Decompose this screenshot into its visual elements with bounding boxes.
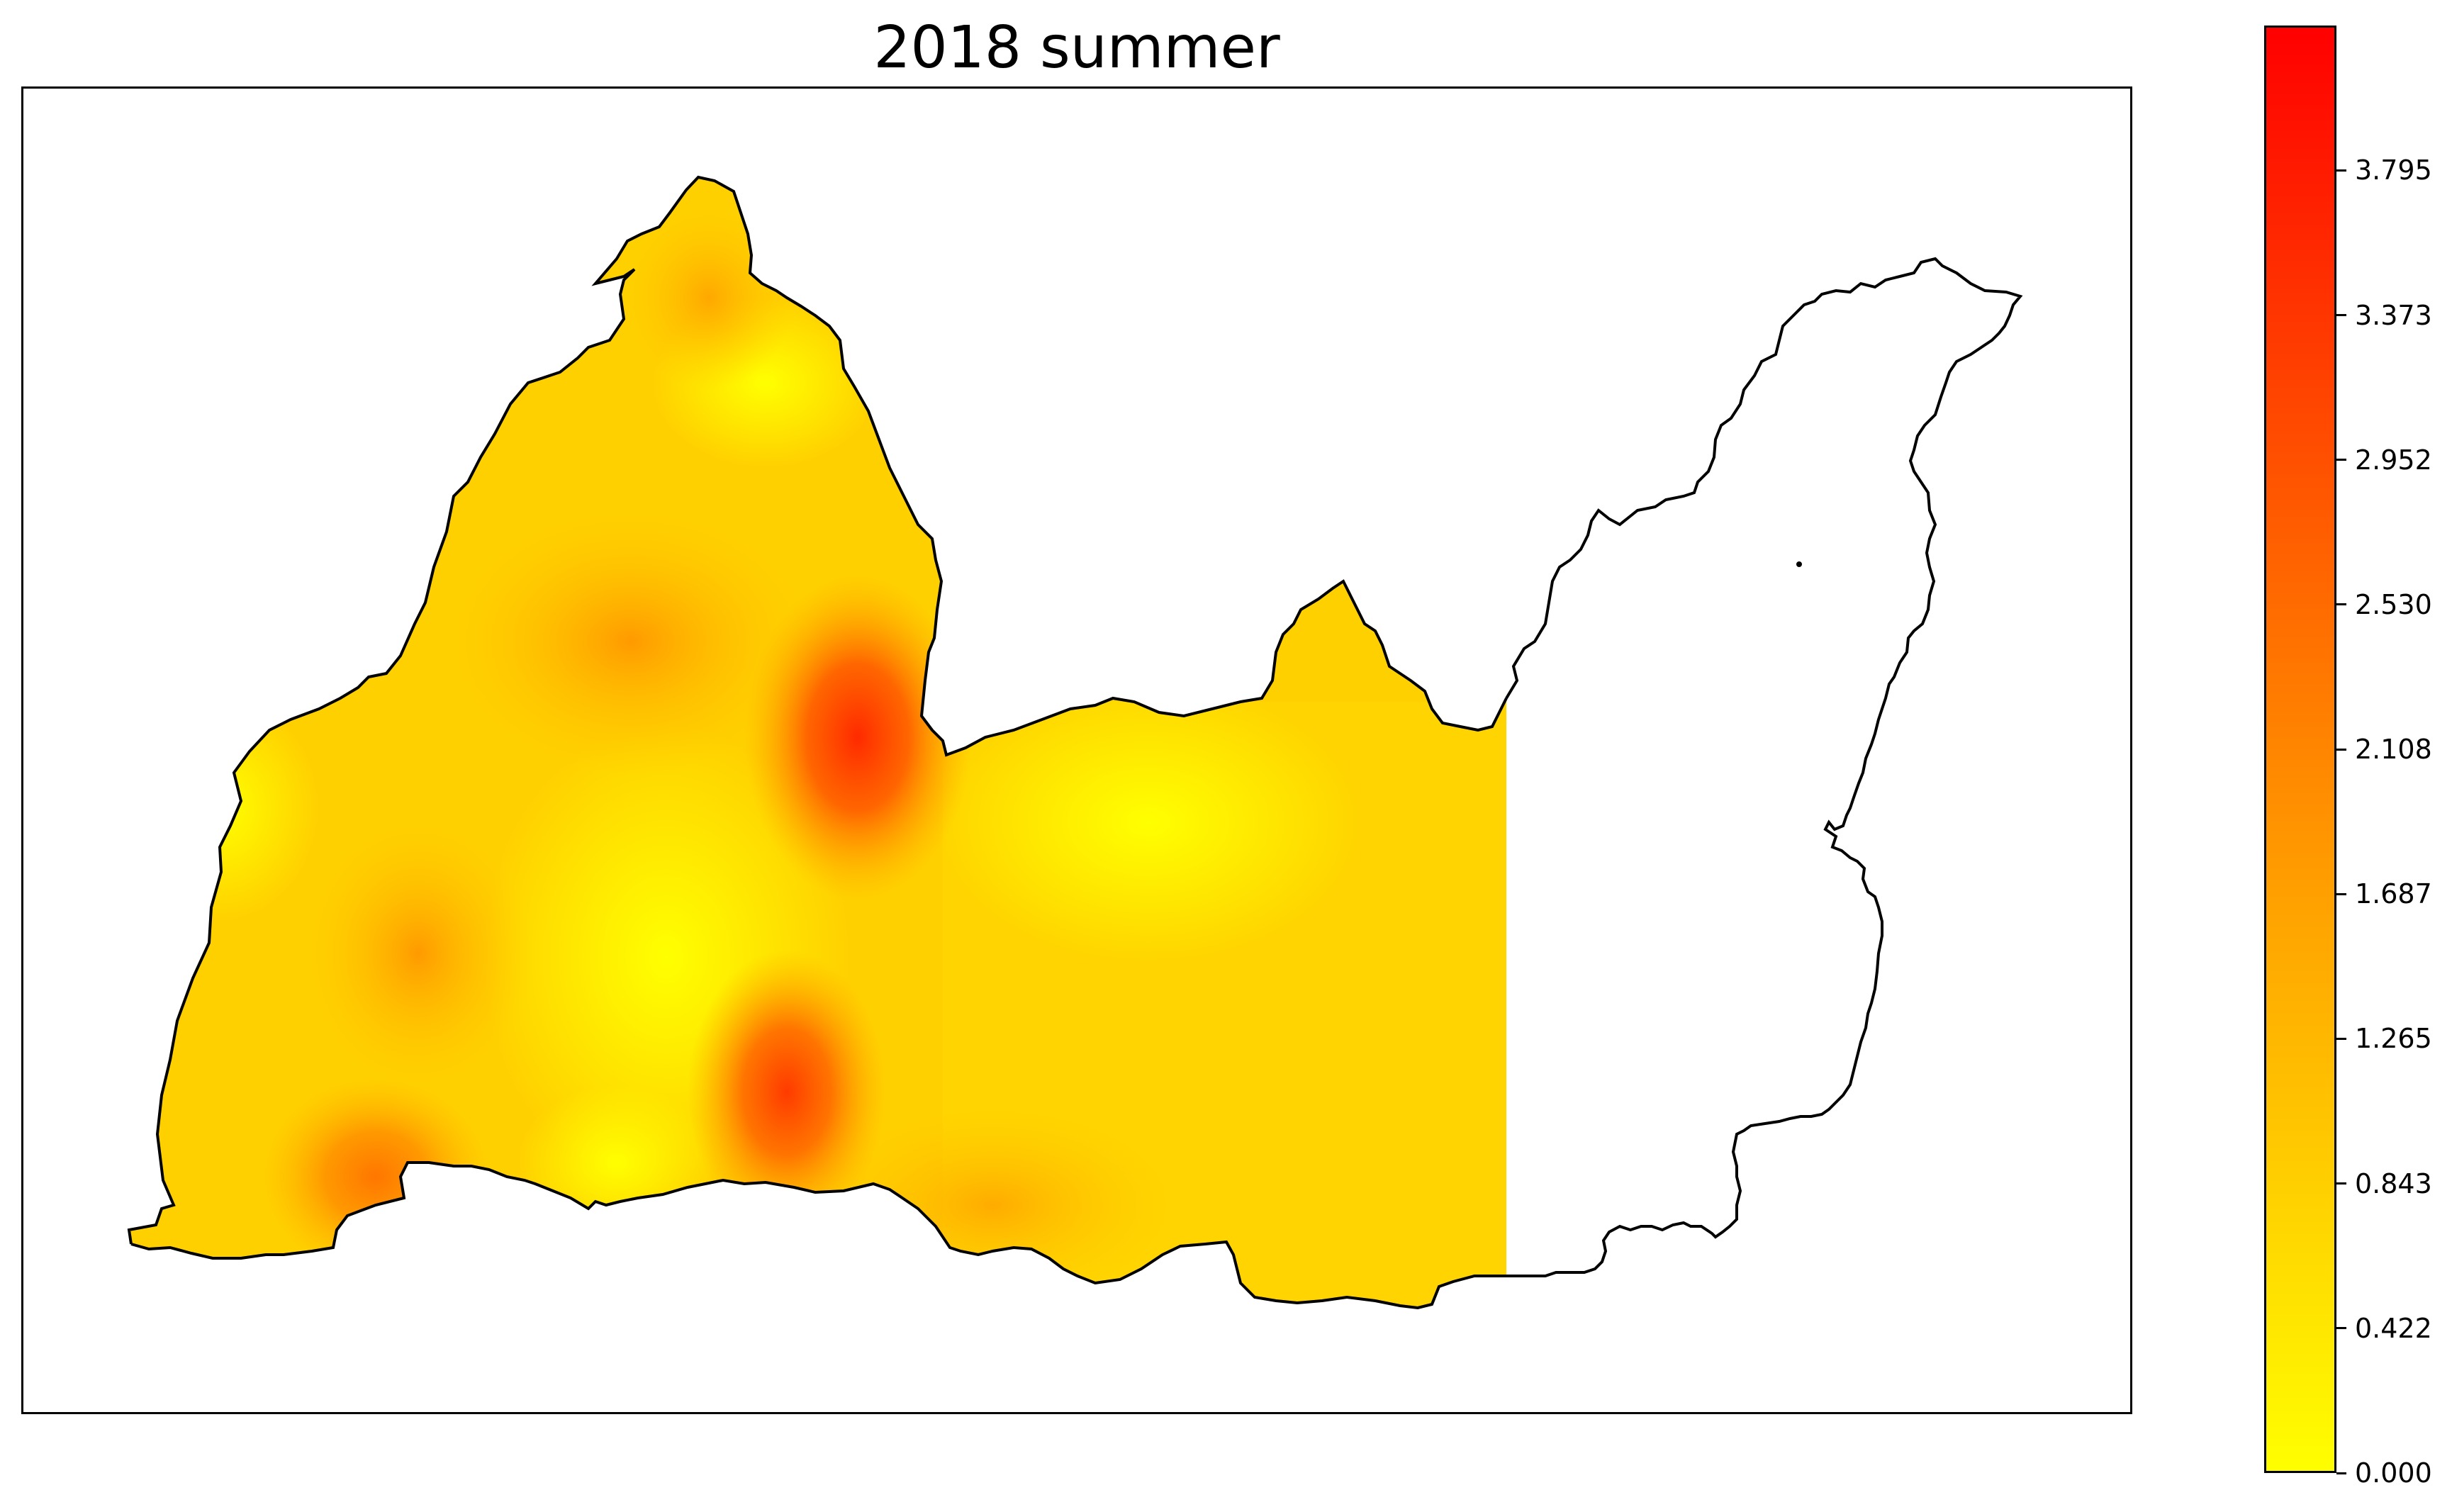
map-frame: [21, 86, 2132, 1414]
colorbar-tick: [2336, 1472, 2346, 1474]
colorbar-tick: [2336, 748, 2346, 751]
colorbar-gradient: [2264, 26, 2336, 1473]
island-dot: [1796, 561, 1802, 567]
south-boundary: [130, 1161, 1506, 1310]
colorbar-tick: [2336, 1182, 2346, 1185]
colorbar-tick: [2336, 169, 2346, 172]
colorbar-tick-label: 3.795: [2355, 155, 2432, 186]
colorbar-tick-label: 0.422: [2355, 1312, 2432, 1344]
west-region-boundary: [127, 175, 1508, 1245]
colorbar-tick: [2336, 603, 2346, 606]
cool-zone-east: [936, 681, 1361, 964]
colorbar-tick-label: 2.952: [2355, 444, 2432, 476]
colorbar-tick: [2336, 314, 2346, 317]
hotspot-south-central: [688, 950, 886, 1233]
warm-zone-west: [305, 819, 532, 1088]
colorbar: [2264, 26, 2336, 1473]
colorbar-tick-label: 1.687: [2355, 878, 2432, 910]
warm-zone-north-west: [447, 507, 815, 776]
colorbar-tick-label: 3.373: [2355, 299, 2432, 331]
colorbar-tick-label: 2.530: [2355, 588, 2432, 620]
map-title: 2018 summer: [873, 14, 1280, 82]
colorbar-tick-label: 0.843: [2355, 1167, 2432, 1199]
hotspot-central-north: [744, 574, 971, 900]
colorbar-tick: [2336, 892, 2346, 895]
colorbar-tick-label: 2.108: [2355, 734, 2432, 766]
east-region-boundary: [1505, 257, 2023, 1277]
colorbar-tick: [2336, 1037, 2346, 1040]
colorbar-tick-label: 0.000: [2355, 1457, 2432, 1489]
colorbar-tick: [2336, 1327, 2346, 1330]
colorbar-tick: [2336, 459, 2346, 461]
colorbar-tick-label: 1.265: [2355, 1023, 2432, 1055]
